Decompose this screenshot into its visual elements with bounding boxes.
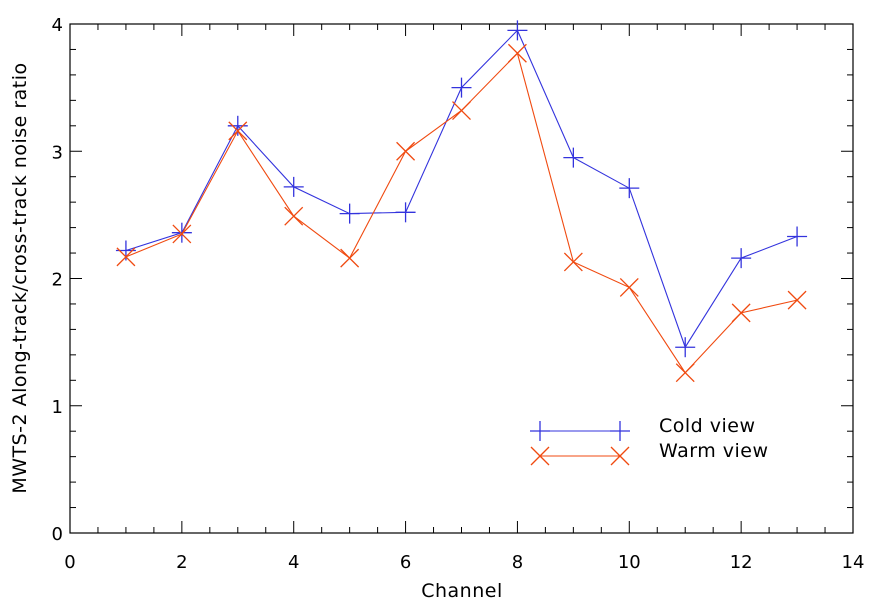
legend-marker (610, 421, 630, 441)
x-tick-label: 6 (400, 552, 411, 573)
y-tick-label: 3 (52, 142, 63, 163)
data-point (452, 101, 471, 120)
x-tick-label: 0 (64, 552, 75, 573)
x-axis-ticks: 0 2 4 6 8 10 12 14 (64, 24, 864, 573)
series-warm-view (116, 43, 807, 383)
data-point (451, 77, 472, 98)
data-point (507, 43, 527, 63)
legend-marker (530, 446, 550, 466)
data-point (731, 303, 751, 323)
data-point (563, 147, 584, 168)
data-point (675, 363, 695, 383)
legend-marker (530, 421, 550, 441)
series-line (125, 52, 798, 374)
data-point (619, 178, 640, 199)
legend-label: Warm view (659, 440, 769, 462)
data-point (395, 202, 416, 223)
legend: Cold view Warm view (530, 415, 769, 466)
y-tick-label: 4 (52, 15, 63, 36)
legend-item: Warm view (530, 440, 769, 466)
y-tick-label: 0 (52, 524, 63, 545)
x-tick-label: 12 (730, 552, 753, 573)
x-tick-label: 4 (288, 552, 299, 573)
data-point (731, 248, 752, 269)
legend-item: Cold view (530, 415, 756, 441)
legend-label: Cold view (659, 415, 756, 437)
data-point (284, 206, 304, 226)
series-cold-view (115, 20, 808, 358)
data-point (228, 121, 248, 141)
x-axis-title: Channel (421, 580, 503, 602)
x-tick-label: 8 (512, 552, 523, 573)
y-axis-ticks: 0 1 2 3 4 (52, 15, 853, 545)
data-point (283, 176, 304, 197)
y-tick-label: 1 (52, 397, 63, 418)
data-point (675, 337, 696, 358)
y-axis-title: MWTS-2 Along-track/cross-track noise rat… (9, 62, 31, 493)
y-tick-label: 2 (52, 270, 63, 291)
data-point (227, 115, 248, 136)
legend-marker (610, 446, 630, 466)
data-point (507, 20, 528, 41)
data-point (171, 222, 192, 243)
data-point (396, 141, 416, 161)
data-point (172, 224, 192, 244)
series-layer (115, 20, 808, 383)
x-tick-label: 2 (176, 552, 187, 573)
data-point (787, 226, 808, 247)
x-tick-label: 14 (842, 552, 865, 573)
data-point (339, 203, 360, 224)
x-tick-label: 10 (618, 552, 641, 573)
data-point (787, 290, 807, 310)
data-point (619, 277, 639, 297)
data-point (563, 252, 583, 272)
data-point (340, 248, 360, 268)
data-point (116, 247, 136, 267)
